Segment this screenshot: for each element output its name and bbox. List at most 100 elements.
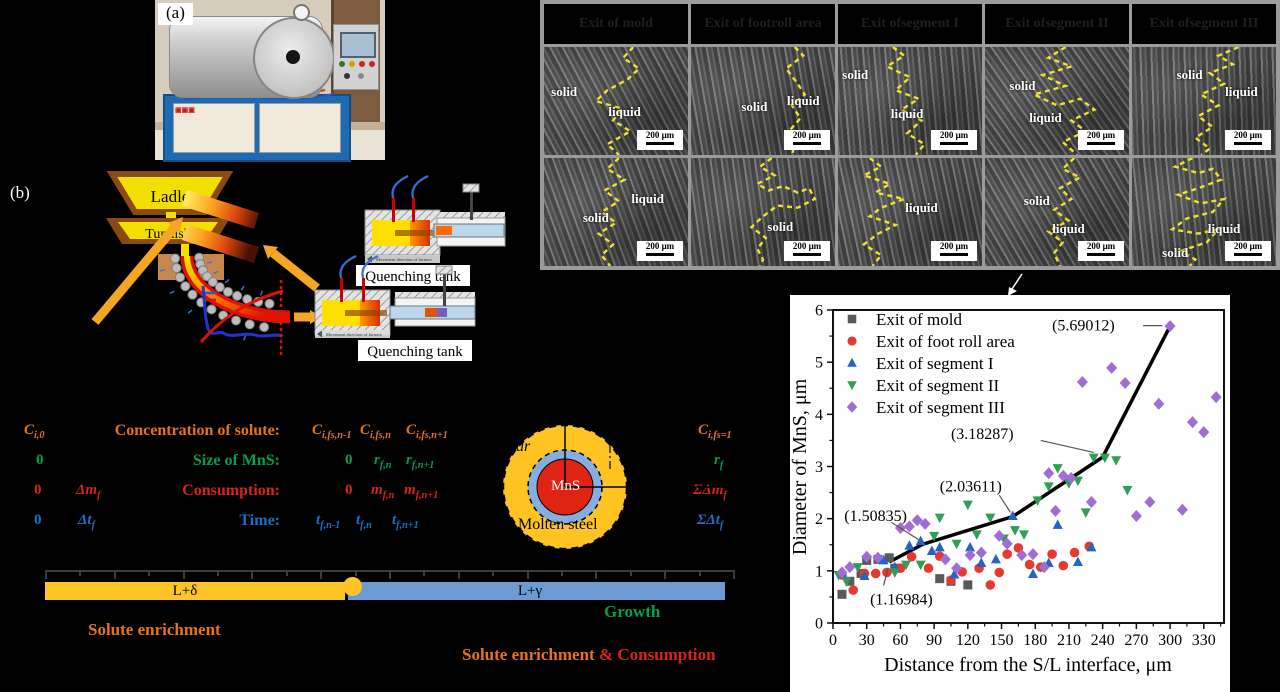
nucleation-arrow-stem (351, 610, 354, 626)
ladle-label: Ladle (151, 187, 190, 206)
plot-box (832, 309, 1225, 624)
micrograph-panel-7: solid 200 μm (691, 158, 835, 266)
scale-bar: 200 μm (1225, 130, 1271, 150)
l-gamma-bar (348, 582, 725, 600)
micrograph-panel-6: solid liquid 200 μm (544, 158, 688, 266)
c-initial: Ci,0 (24, 422, 45, 441)
liquid-region-label: liquid (1029, 110, 1062, 126)
micrograph-panel-4: solid liquid 200 μm (985, 47, 1129, 155)
temperature-slab-2 (182, 224, 259, 263)
furnace-viewport (286, 50, 300, 64)
sl-interface-trace (544, 158, 688, 266)
solid-fraction-curve (199, 289, 284, 343)
size-zero: 0 (345, 452, 353, 468)
delta-m-f: Δmf (76, 482, 101, 501)
size-initial: 0 (36, 452, 44, 468)
x-tick-label: 60 (892, 632, 908, 649)
r-f-n: rf,n (374, 452, 392, 471)
micrograph-column-header-5: Exit of segment III (1132, 4, 1276, 44)
m-f-n: mf,n (371, 482, 395, 501)
c-fs-final: Ci,fs=1 (698, 422, 732, 441)
scale-bar: 200 μm (784, 130, 830, 150)
y-axis-title: Diameter of MnS, μm (790, 378, 811, 555)
x-tick-label: 90 (926, 632, 942, 649)
liquid-region-label: liquid (1225, 84, 1258, 100)
cooling-curve-graph (199, 280, 284, 358)
legend-label-3: Exit of segment I (876, 354, 994, 373)
sum-delta-t: ΣΔtf (697, 512, 724, 531)
r-f-n-radius-label: rf,n (636, 492, 655, 513)
legend-label-2: Exit of foot roll area (876, 332, 1015, 351)
solid-region-label: solid (767, 219, 794, 235)
t-f-n: tf,n (356, 512, 372, 531)
y-tick-label: 1 (815, 563, 823, 580)
mns-label: MnS (551, 478, 581, 494)
row-label-concentration: Concentration of solute: (114, 422, 280, 439)
scale-bar: 200 μm (637, 241, 683, 261)
r-f-n1: rf,n+1 (406, 452, 435, 471)
l-gamma-label: L+γ (517, 583, 543, 599)
x-tick-label: 30 (859, 632, 875, 649)
strand-core (184, 255, 291, 320)
scale-bar: 200 μm (637, 130, 683, 150)
leader-arrow (1008, 273, 1023, 296)
x-tick-label: 120 (956, 632, 980, 649)
sl-interface-trace (838, 158, 982, 266)
furnace-cabinet: ▣▣▣ (163, 94, 351, 162)
micrograph-panel-10: liquid solid 200 μm (1132, 158, 1276, 266)
scale-bar: 200 μm (784, 241, 830, 261)
flow-arrows (91, 217, 322, 325)
quenching-tank-label-2: Quenching tank (367, 344, 463, 360)
sl-interface-trace (691, 47, 835, 155)
casting-process-diagram: (b) Ladle Tundish (10, 171, 506, 361)
x-axis-title: Distance from the S/L interface, μm (884, 654, 1172, 676)
liquid-region-label: liquid (787, 93, 820, 108)
caption-growth: Growth (604, 602, 661, 621)
c-fs-n1: Ci,fs,n+1 (406, 422, 448, 441)
panel-b-label: (b) (10, 183, 30, 202)
micrograph-panel-2: solid liquid 200 μm (691, 47, 835, 155)
x-tick-label: 300 (1158, 632, 1182, 649)
chart-background (790, 295, 1230, 692)
l-delta-label: L+δ (172, 583, 198, 599)
c-fs-n: Ci,fs,n (360, 422, 391, 441)
sl-interface-trace (544, 47, 688, 155)
micrograph-column-header-2: Exit of foot roll area (691, 4, 835, 44)
micrograph-column-header-1: Exit of mold (544, 4, 688, 44)
sl-interface-trace (691, 158, 835, 266)
furnace-direction-label-2: Movement direction of furnace (326, 332, 382, 337)
liquid-region-label: liquid (1207, 221, 1241, 237)
caption-solute-enrichment-right: Solute enrichment (462, 645, 599, 664)
scale-bar: 200 μm (931, 241, 977, 261)
scale-bar: 200 μm (1078, 130, 1124, 150)
liquid-region-label: liquid (608, 103, 641, 119)
panel-a-label: (a) (158, 3, 193, 25)
legend-label-1: Exit of mold (876, 310, 962, 329)
pressure-gauge (293, 4, 310, 21)
micrograph-panel-3: solid liquid 200 μm (838, 47, 982, 155)
caption-consumption: & Consumption (598, 645, 716, 664)
micrograph-grid: Exit of mold Exit of foot roll area Exit of… (540, 0, 1280, 270)
x-tick-label: 270 (1124, 632, 1148, 649)
scale-bar: 200 μm (1078, 241, 1124, 261)
consumption-zero: 0 (345, 482, 353, 498)
micrograph-panel-9: solid liquid 200 μm (985, 158, 1129, 266)
liquid-region-label: liquid (890, 105, 924, 121)
y-tick-label: 6 (815, 303, 823, 320)
annotation-2: (1.50835) (844, 508, 907, 525)
y-tick-label: 4 (815, 407, 823, 424)
solid-region-label: solid (741, 99, 768, 115)
fraction-ruler (45, 570, 735, 579)
annotation-1: (1.16984) (870, 592, 933, 609)
consumption-initial: 0 (34, 482, 42, 498)
annotation-4: (3.18287) (951, 426, 1014, 443)
liquid-region-label: liquid (631, 191, 664, 207)
micrograph-panel-1: solid liquid 200 μm (544, 47, 688, 155)
row-label-time: Time: (239, 512, 280, 529)
row-label-size: Size of MnS: (192, 452, 280, 469)
control-panel (333, 24, 379, 90)
temperature-curve (201, 285, 284, 338)
furnace-photo: ▣▣▣ (a) (155, 0, 385, 162)
cabinet-door-right (259, 103, 341, 153)
